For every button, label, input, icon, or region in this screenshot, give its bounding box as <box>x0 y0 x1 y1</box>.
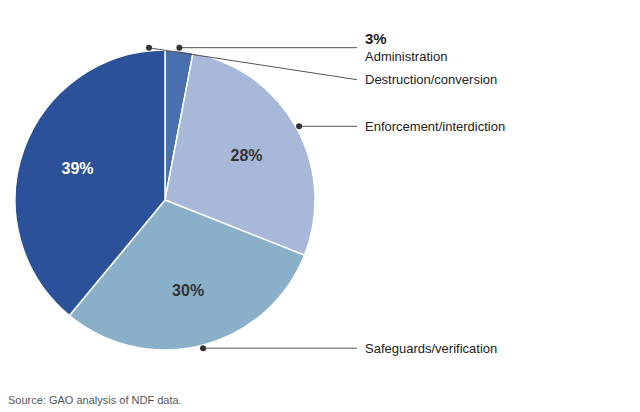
pie-slice <box>15 50 165 316</box>
category-label: Destruction/conversion <box>365 72 497 87</box>
callout-line <box>179 47 357 48</box>
slices <box>15 50 315 350</box>
callout-dot <box>296 123 302 129</box>
callout-line <box>203 348 357 349</box>
data-label: 39% <box>61 160 93 177</box>
data-label: 30% <box>172 282 204 299</box>
callout-dot <box>200 345 206 351</box>
callout-dot <box>176 45 182 51</box>
page: {"chart_data": {"type": "pie", "categori… <box>0 0 640 412</box>
callouts: 3% Administration Enforcement/interdiction… <box>146 30 505 356</box>
labels: 28% 30% 39% <box>61 147 262 299</box>
callout-dot <box>146 45 152 51</box>
callout-line <box>149 48 357 80</box>
category-label: Safeguards/verification <box>365 341 497 356</box>
data-label: 28% <box>230 147 262 164</box>
data-label: 3% <box>365 30 387 47</box>
chart-container: 28% 30% 39% 3% Administration Enforcement/int… <box>0 0 640 412</box>
category-label: Enforcement/interdiction <box>365 119 505 134</box>
chart: 28% 30% 39% 3% Administration Enforcement/int… <box>0 0 640 412</box>
callout-line <box>299 126 357 127</box>
source-note: Source: GAO analysis of NDF data. <box>8 394 182 406</box>
category-label: Administration <box>365 49 447 64</box>
